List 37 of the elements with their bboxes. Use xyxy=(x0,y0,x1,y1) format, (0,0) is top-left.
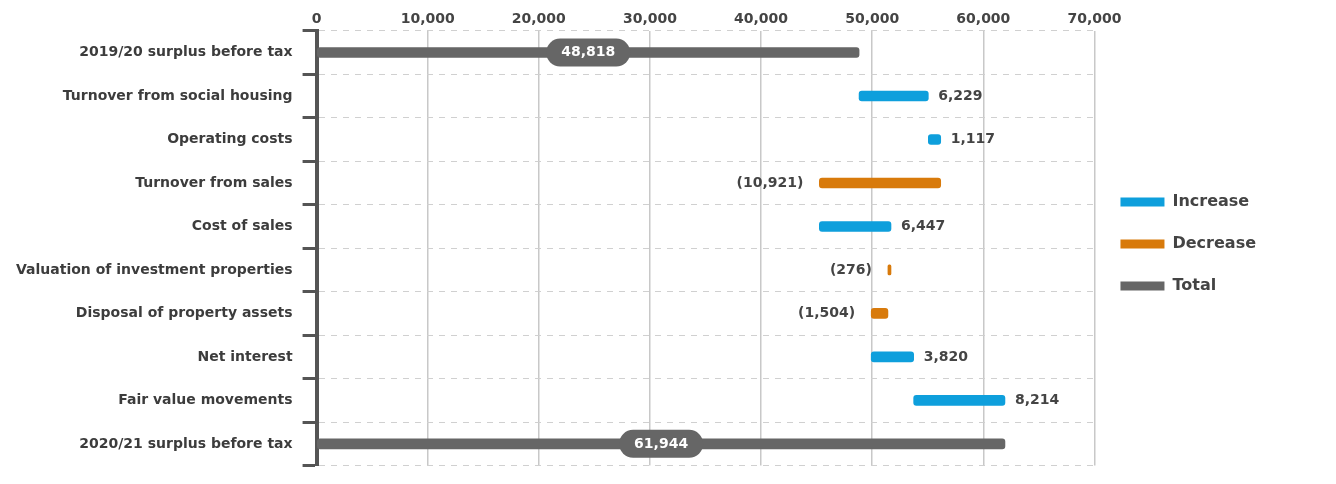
x-tick-label: 60,000 xyxy=(956,10,1011,27)
data-label: (10,921) xyxy=(736,173,804,190)
data-label: (1,504) xyxy=(798,304,856,321)
data-label: 6,229 xyxy=(938,86,983,103)
x-tick-label: 20,000 xyxy=(511,10,567,27)
y-tick-label: Fair value movements xyxy=(118,391,293,408)
bar xyxy=(819,221,892,232)
data-label: 61,944 xyxy=(634,434,689,451)
legend-label: Increase xyxy=(1172,191,1250,211)
y-tick-label: 2020/21 surplus before tax xyxy=(79,434,293,451)
x-tick-label: 40,000 xyxy=(734,10,789,27)
data-label: 3,820 xyxy=(923,347,969,364)
bar xyxy=(870,351,914,363)
data-label: 48,818 xyxy=(561,43,616,60)
x-tick-label: 0 xyxy=(311,10,322,27)
bar xyxy=(913,395,1006,406)
data-label: 8,214 xyxy=(1014,391,1060,408)
legend-label: Decrease xyxy=(1172,233,1257,253)
y-tick-label: Cost of sales xyxy=(191,217,293,234)
y-tick-label: Turnover from social housing xyxy=(62,86,293,103)
data-label: 6,447 xyxy=(900,217,946,234)
data-label: 1,117 xyxy=(950,130,996,147)
x-tick-label: 30,000 xyxy=(622,10,678,27)
bar xyxy=(870,308,889,319)
y-tick-label: Turnover from sales xyxy=(135,173,293,190)
y-tick-label: Disposal of property assets xyxy=(75,304,293,321)
y-tick-label: Operating costs xyxy=(167,130,293,147)
y-tick-label: Valuation of investment properties xyxy=(16,260,293,277)
bar xyxy=(858,90,929,102)
data-label: (276) xyxy=(829,260,872,277)
y-tick-label: 2019/20 surplus before tax xyxy=(79,43,293,60)
x-tick-label: 10,000 xyxy=(400,10,455,27)
x-tick-label: 50,000 xyxy=(845,10,900,27)
bar xyxy=(819,177,942,189)
legend-label: Total xyxy=(1172,275,1217,295)
y-tick-label: Net interest xyxy=(197,347,293,364)
x-tick-label: 70,000 xyxy=(1067,10,1122,27)
